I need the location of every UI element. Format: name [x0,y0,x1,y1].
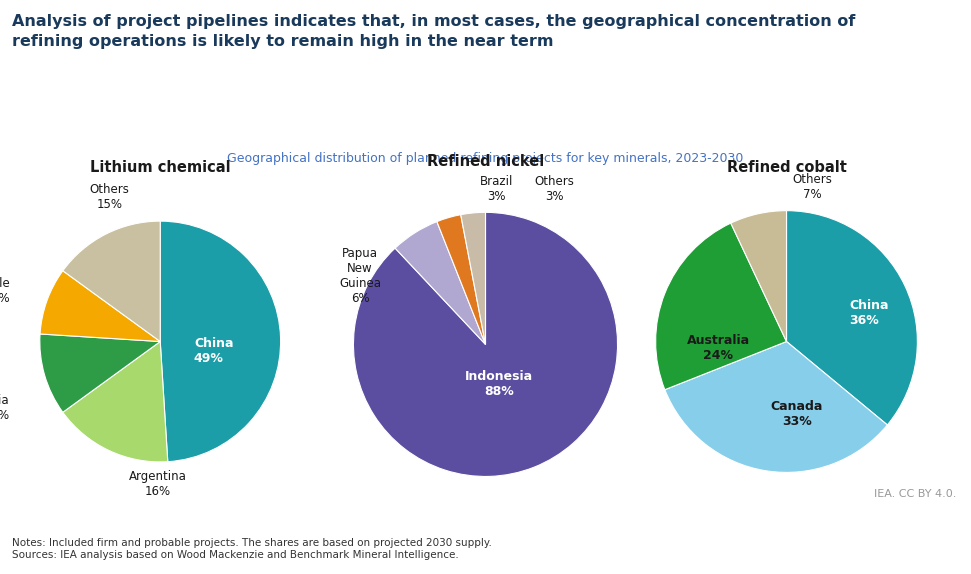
Text: Analysis of project pipelines indicates that, in most cases, the geographical co: Analysis of project pipelines indicates … [12,14,855,49]
Wedge shape [160,221,281,461]
Wedge shape [461,212,486,344]
Wedge shape [655,223,787,390]
Text: Chile
9%: Chile 9% [0,277,10,305]
Wedge shape [395,222,486,344]
Text: Notes: Included firm and probable projects. The shares are based on projected 20: Notes: Included firm and probable projec… [12,538,491,560]
Text: China
36%: China 36% [850,298,888,327]
Text: Refined cobalt: Refined cobalt [726,160,847,175]
Text: Papua
New
Guinea
6%: Papua New Guinea 6% [339,247,381,305]
Text: China
49%: China 49% [194,337,233,365]
Wedge shape [731,211,787,342]
Wedge shape [787,211,918,425]
Text: Others
15%: Others 15% [89,183,129,211]
Text: Others
3%: Others 3% [534,174,574,203]
Text: Canada
33%: Canada 33% [771,400,823,428]
Text: Brazil
3%: Brazil 3% [480,174,513,203]
Wedge shape [63,221,160,342]
Text: Argentina
16%: Argentina 16% [129,470,186,498]
Text: IEA. CC BY 4.0.: IEA. CC BY 4.0. [874,490,956,499]
Text: Refined nickel: Refined nickel [427,154,544,169]
Wedge shape [353,212,618,476]
Text: Geographical distribution of planned refining projects for key minerals, 2023-20: Geographical distribution of planned ref… [227,152,744,165]
Wedge shape [40,334,160,412]
Text: Australia
11%: Australia 11% [0,394,10,422]
Wedge shape [437,215,486,344]
Text: Others
7%: Others 7% [792,173,832,201]
Text: Lithium chemical: Lithium chemical [90,160,230,175]
Wedge shape [665,342,887,472]
Text: Indonesia
88%: Indonesia 88% [465,370,533,398]
Text: Australia
24%: Australia 24% [686,334,750,362]
Wedge shape [63,342,168,462]
Wedge shape [40,271,160,342]
